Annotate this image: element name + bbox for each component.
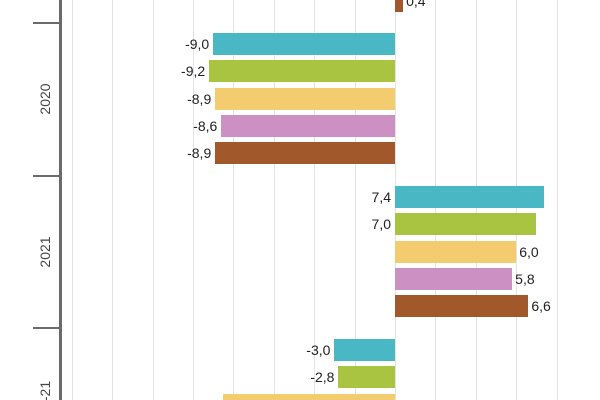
gridline (314, 0, 315, 400)
data-label: -8,5 (195, 394, 219, 400)
category-tick (33, 327, 60, 329)
bar (395, 0, 404, 12)
data-label: -8,9 (187, 91, 212, 107)
data-label: 5,8 (515, 271, 535, 287)
bar (395, 186, 545, 208)
gridline (233, 0, 234, 400)
data-label: -9,0 (185, 36, 210, 52)
bar (395, 295, 529, 317)
data-label: -3,0 (306, 342, 331, 358)
category-label-2021: 2021 (37, 236, 53, 268)
bar (395, 241, 517, 263)
bar (223, 394, 395, 400)
data-label: 0,4 (406, 0, 426, 9)
data-label: 7,4 (371, 189, 391, 205)
data-label: -2,8 (310, 369, 335, 385)
bar (395, 268, 513, 290)
data-label: -8,6 (193, 118, 218, 134)
data-label: -9,2 (181, 63, 206, 79)
bar (213, 33, 395, 55)
data-label: 6,6 (531, 298, 551, 314)
gridline (274, 0, 275, 400)
category-label-2020: 2020 (37, 83, 53, 115)
data-label: 7,0 (371, 216, 391, 232)
category-axis-line (59, 0, 62, 400)
gridline (112, 0, 113, 400)
gridline (193, 0, 194, 400)
bar (215, 142, 395, 164)
bar (209, 60, 395, 82)
data-label: 6,0 (519, 244, 539, 260)
bar (221, 115, 395, 137)
category-label-partial: -21 (37, 380, 53, 400)
bar (334, 339, 395, 361)
bar (395, 213, 537, 235)
bar (215, 88, 395, 110)
gridline (72, 0, 73, 400)
category-tick (33, 175, 60, 177)
gridline (557, 0, 558, 400)
bar (338, 366, 395, 388)
category-tick (33, 22, 60, 24)
gridline (355, 0, 356, 400)
gridline (153, 0, 154, 400)
data-label: -8,9 (187, 145, 212, 161)
